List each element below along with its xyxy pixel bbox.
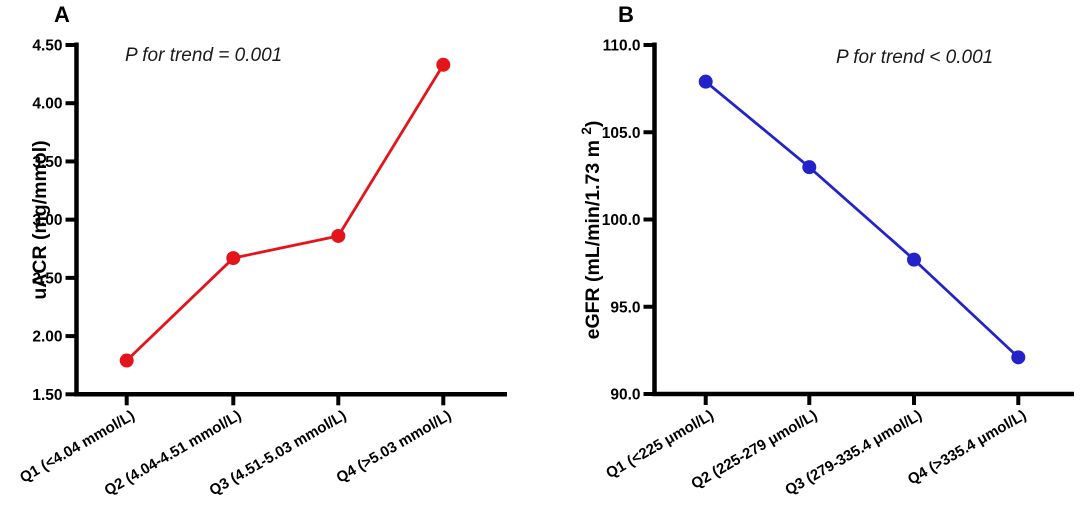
y-tick-label: 100.0 xyxy=(602,212,641,229)
data-point-marker xyxy=(436,57,451,72)
y-tick-label: 110.0 xyxy=(603,38,641,55)
panel-b: B P for trend < 0.001 110.0 105.0 100.0 95.… xyxy=(540,0,1080,513)
y-tick-label: 90.0 xyxy=(610,387,640,404)
data-point-marker xyxy=(1011,350,1026,365)
series-line xyxy=(125,64,445,362)
x-category-label: Q4 (>5.03 mmol/L) xyxy=(334,407,455,487)
y-tick-label: 2.00 xyxy=(32,329,62,346)
y-tick-label: 2.50 xyxy=(32,270,62,287)
y-tick-label: 105.0 xyxy=(602,125,641,142)
y-axis-title: uACR (mg/mmol) xyxy=(29,140,51,299)
series-line xyxy=(704,80,1020,359)
panel-a: A P for trend = 0.001 4.50 4.00 3.50 3.00 2.… xyxy=(17,2,507,499)
panel-b-letter: B xyxy=(618,2,634,27)
y-tick-label: 4.50 xyxy=(32,38,62,55)
data-point-marker xyxy=(698,74,713,89)
y-tick-label: 3.00 xyxy=(32,212,62,229)
data-point-marker xyxy=(802,160,817,175)
data-point-marker xyxy=(331,228,346,243)
y-axis-title: eGFR (mL/min/1.73 m 2) xyxy=(579,121,604,340)
data-point-marker xyxy=(226,251,241,266)
y-tick-label: 95.0 xyxy=(610,299,640,316)
y-tick-label: 1.50 xyxy=(32,387,62,404)
y-tick-label: 4.00 xyxy=(32,96,62,113)
panel-b-ptrend-annotation: P for trend < 0.001 xyxy=(836,47,994,68)
data-point-marker xyxy=(907,252,921,267)
y-tick-label: 3.50 xyxy=(32,154,62,171)
data-point-marker xyxy=(119,353,134,368)
x-category-label: Q4 (>335.4 μmol/L) xyxy=(905,407,1029,489)
panel-a-letter: A xyxy=(54,2,70,27)
panel-a-ptrend-annotation: P for trend = 0.001 xyxy=(125,45,283,66)
